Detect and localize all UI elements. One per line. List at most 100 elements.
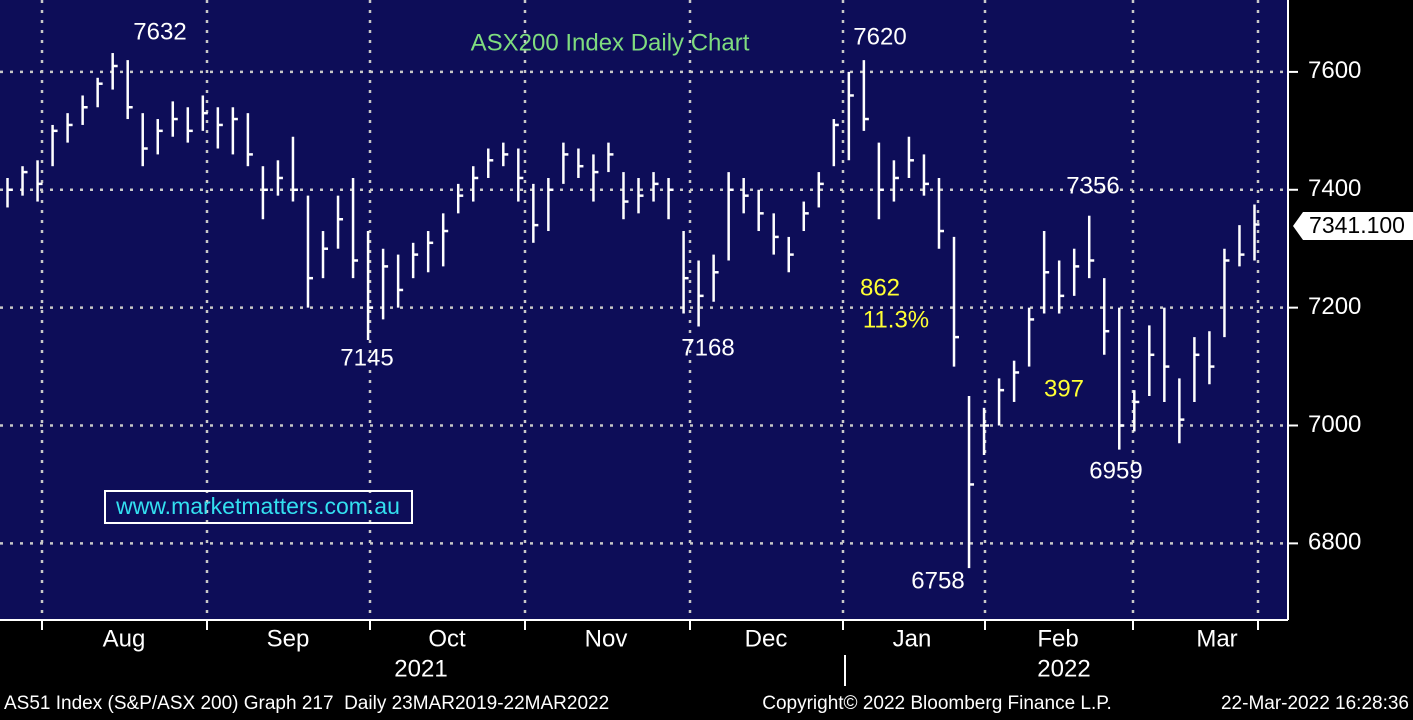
- price-bar: [1193, 337, 1200, 402]
- price-bar: [1042, 231, 1050, 314]
- price-bar: [697, 260, 704, 327]
- price-bar: [321, 231, 329, 279]
- price-bar: [892, 160, 899, 202]
- price-tag-box: [1293, 212, 1413, 240]
- month-label: Aug: [103, 625, 146, 652]
- price-bar: [877, 142, 884, 220]
- price-bar: [1087, 215, 1095, 279]
- price-bar: [1163, 307, 1170, 402]
- grid: [0, 0, 1288, 620]
- price-bar: [637, 177, 644, 214]
- price-bar: [231, 107, 238, 155]
- price-bar: [366, 231, 374, 341]
- price-bar: [51, 124, 58, 167]
- bars: [6, 53, 1260, 569]
- last-price-label: 7341.100: [1309, 212, 1405, 238]
- price-bar: [1118, 307, 1125, 450]
- price-bar: [622, 172, 629, 220]
- price-bar: [396, 254, 404, 308]
- price-bar: [577, 148, 584, 178]
- highlight-annotation: 397: [1044, 375, 1084, 402]
- month-label: Dec: [745, 625, 788, 652]
- price-bar: [441, 213, 449, 267]
- price-bar: [922, 154, 929, 196]
- price-bar: [216, 107, 223, 149]
- price-bar: [502, 142, 509, 167]
- highlight-annotation: 862: [860, 274, 900, 301]
- y-tick-label: 6800: [1308, 529, 1361, 556]
- price-bar: [1057, 260, 1065, 314]
- month-label: Mar: [1196, 625, 1237, 652]
- price-bar: [36, 160, 43, 202]
- annotation: 7632: [133, 18, 186, 45]
- price-bar: [832, 119, 839, 167]
- year-label: 2022: [1037, 655, 1090, 682]
- price-bar: [712, 254, 719, 302]
- price-bar: [1133, 390, 1140, 432]
- price-bar: [1253, 204, 1260, 261]
- month-label: Jan: [893, 625, 932, 652]
- price-bar: [276, 160, 283, 196]
- month-label: Feb: [1037, 625, 1078, 652]
- footer-left: AS51 Index (S&P/ASX 200) Graph 217 Daily…: [4, 693, 609, 714]
- price-bar: [787, 236, 794, 273]
- price-bar: [532, 183, 539, 243]
- price-bar: [66, 113, 73, 143]
- annotation: 7145: [340, 344, 393, 371]
- price-bar: [742, 177, 749, 214]
- price-bar: [562, 142, 569, 184]
- price-bar: [201, 95, 208, 131]
- month-label: Oct: [428, 625, 466, 652]
- y-tick-label: 7400: [1308, 175, 1361, 202]
- price-bar: [6, 177, 13, 208]
- y-tick-label: 7200: [1308, 293, 1361, 320]
- price-bar: [456, 183, 464, 214]
- price-bar: [607, 142, 614, 173]
- price-bar: [652, 172, 659, 202]
- price-bar: [186, 107, 193, 143]
- price-bar: [1072, 248, 1080, 296]
- watermark: www.marketmatters.com.au: [115, 493, 400, 519]
- price-bar: [952, 236, 960, 367]
- price-bar: [381, 248, 389, 320]
- annotation: 7356: [1066, 172, 1119, 199]
- price-bar: [126, 60, 133, 120]
- price-bar: [802, 201, 809, 232]
- year-label: 2021: [394, 655, 447, 682]
- price-bar: [757, 189, 764, 232]
- price-bar: [351, 177, 359, 279]
- price-bar: [411, 242, 419, 279]
- price-bar: [727, 172, 734, 261]
- price-bar: [261, 166, 268, 220]
- footer-right: 22-Mar-2022 16:28:36: [1221, 693, 1409, 714]
- price-bar: [517, 148, 524, 202]
- price-bar: [967, 396, 975, 569]
- price-bar: [1223, 248, 1230, 338]
- price-bar: [306, 195, 313, 308]
- highlight-annotation: 11.3%: [863, 306, 929, 333]
- annotation: 6758: [911, 567, 964, 594]
- plot-background: [0, 0, 1288, 620]
- price-bar: [111, 53, 118, 90]
- price-bar: [246, 113, 253, 167]
- month-label: Nov: [585, 625, 628, 652]
- price-bar: [1012, 360, 1020, 402]
- price-bar: [817, 172, 824, 208]
- price-bar: [156, 119, 163, 155]
- price-bar: [847, 71, 854, 161]
- price-bar: [1027, 307, 1035, 367]
- price-bar: [426, 231, 434, 273]
- annotation: 7620: [853, 23, 906, 50]
- price-bar: [772, 213, 779, 255]
- price-bar: [682, 231, 689, 314]
- price-bar: [667, 177, 674, 220]
- price-tag: 7341.100: [1293, 212, 1413, 240]
- price-bar: [862, 60, 869, 131]
- price-bar: [81, 95, 88, 125]
- price-bar: [1238, 225, 1245, 267]
- price-bar: [997, 378, 1005, 426]
- price-bar: [472, 166, 479, 202]
- y-tick-label: 7600: [1308, 57, 1361, 84]
- footer-center: Copyright© 2022 Bloomberg Finance L.P.: [762, 693, 1112, 714]
